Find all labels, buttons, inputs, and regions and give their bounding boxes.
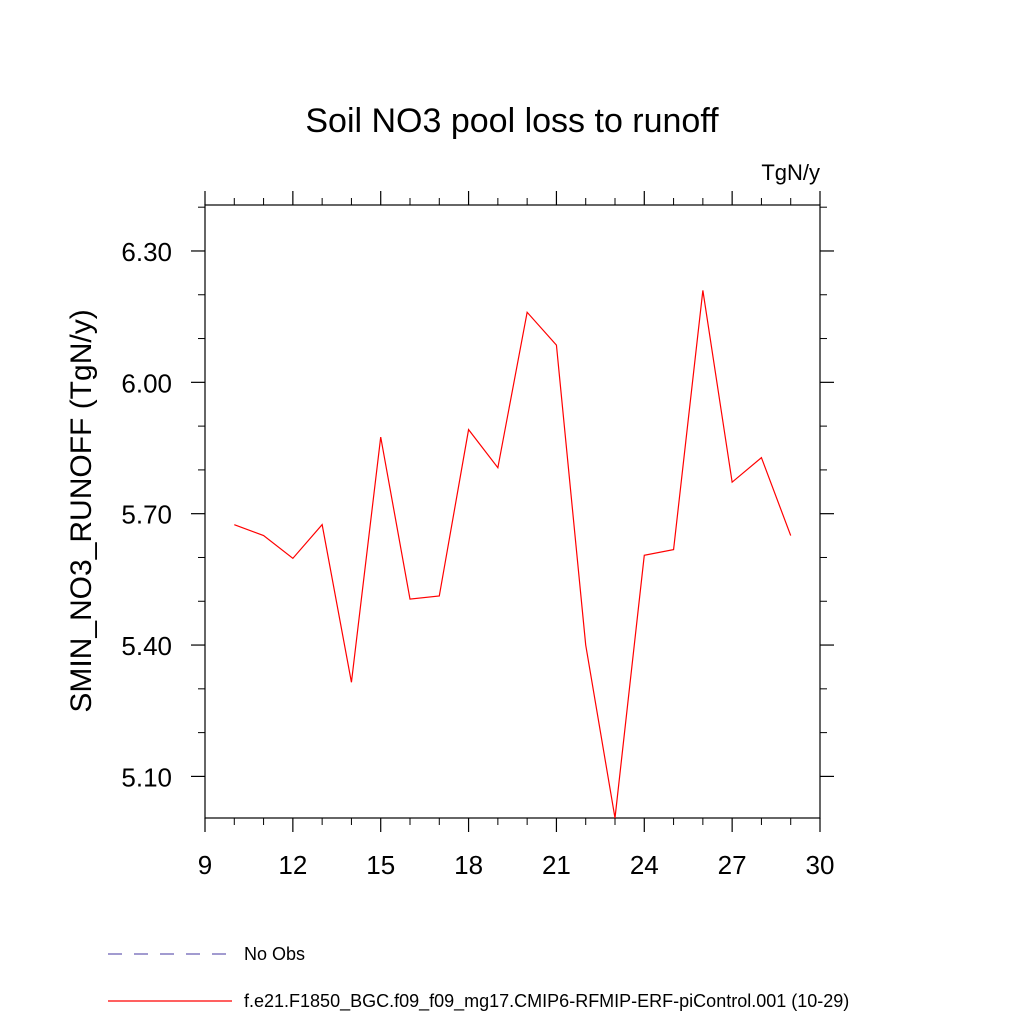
y-tick-label: 6.30 [121,237,172,267]
series-line-0 [234,290,792,819]
y-axis-label: SMIN_NO3_RUNOFF (TgN/y) [65,309,98,712]
legend-label-no-obs: No Obs [244,944,305,964]
x-tick-label: 27 [718,850,747,880]
chart-title: Soil NO3 pool loss to runoff [305,102,719,140]
x-tick-label: 15 [366,850,395,880]
x-axis: 9 12 15 18 21 24 27 30 [198,191,835,880]
x-tick-label: 12 [278,850,307,880]
x-tick-label: 18 [454,850,483,880]
units-label: TgN/y [761,160,820,185]
y-axis: 5.10 5.40 5.70 6.00 6.30 [121,206,834,792]
x-tick-label: 30 [806,850,835,880]
x-tick-label: 21 [542,850,571,880]
series-layer [234,290,792,819]
x-tick-label: 24 [630,850,659,880]
x-tick-label: 9 [198,850,212,880]
legend-label-control: f.e21.F1850_BGC.f09_f09_mg17.CMIP6-RFMIP… [244,991,849,1012]
plot-frame [204,204,821,819]
y-tick-label: 5.40 [121,631,172,661]
y-tick-label: 5.70 [121,500,172,530]
y-tick-label: 6.00 [121,368,172,398]
legend: No Obs f.e21.F1850_BGC.f09_f09_mg17.CMIP… [108,944,849,1012]
y-tick-label: 5.10 [121,762,172,792]
